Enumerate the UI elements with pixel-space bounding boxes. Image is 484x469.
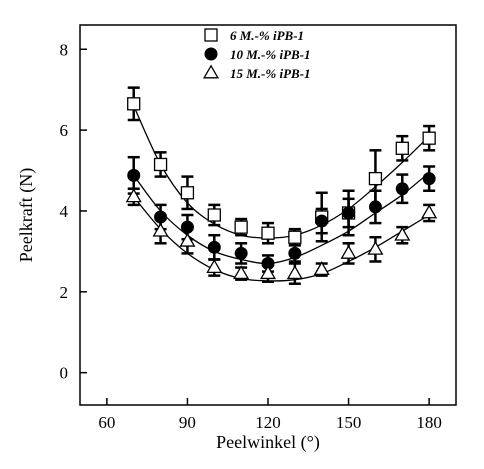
data-point xyxy=(259,265,277,280)
data-point xyxy=(233,265,250,280)
legend-label: 6 M.-% iPB-1 xyxy=(230,28,304,43)
y-tick-label: 4 xyxy=(60,202,69,221)
legend: 6 M.-% iPB-1 10 M.-% iPB-1 15 M.-% iPB-1 xyxy=(202,28,311,81)
x-tick-label: 60 xyxy=(98,413,115,432)
data-point xyxy=(368,171,383,186)
data-point xyxy=(422,172,436,186)
x-tick-label: 120 xyxy=(255,413,281,432)
legend-marker xyxy=(204,47,218,61)
data-point xyxy=(394,226,411,241)
data-point xyxy=(234,220,248,234)
data-point xyxy=(422,131,436,145)
data-point xyxy=(395,141,409,155)
data-point xyxy=(125,188,142,203)
y-axis-label: Peelkraft (N) xyxy=(16,168,37,262)
data-point xyxy=(207,208,221,222)
data-point xyxy=(288,246,302,260)
legend-marker xyxy=(204,28,218,42)
data-point xyxy=(207,240,221,254)
data-point xyxy=(340,244,357,259)
x-tick-label: 150 xyxy=(336,413,362,432)
data-point xyxy=(179,232,196,247)
data-point xyxy=(368,200,382,214)
data-point xyxy=(154,210,168,224)
trend-lines xyxy=(133,105,430,282)
data-point xyxy=(286,265,303,280)
data-point xyxy=(127,97,141,111)
data-point xyxy=(180,220,194,234)
y-tick-label: 6 xyxy=(60,121,69,140)
plot-frame xyxy=(79,24,457,406)
data-point xyxy=(152,222,169,237)
data-point xyxy=(153,157,168,172)
y-tick-label: 0 xyxy=(60,364,69,383)
data-point xyxy=(421,204,438,219)
data-point xyxy=(342,206,356,220)
legend-label: 10 M.-% iPB-1 xyxy=(230,47,311,62)
data-point xyxy=(234,246,248,260)
legend-label: 15 M.-% iPB-1 xyxy=(230,66,311,81)
data-point xyxy=(367,240,384,255)
fit-line xyxy=(133,172,430,265)
data-point xyxy=(206,259,223,274)
axis-ticks: 60 90 120 150 180 0 2 4 6 8 xyxy=(60,40,442,432)
data-point xyxy=(127,168,141,182)
data-markers xyxy=(125,97,438,280)
y-tick-label: 8 xyxy=(60,40,69,59)
x-tick-label: 90 xyxy=(179,413,196,432)
data-point xyxy=(261,226,275,240)
x-axis-label: Peelwinkel (°) xyxy=(216,432,320,453)
data-point xyxy=(180,186,195,200)
x-tick-label: 180 xyxy=(416,413,442,432)
data-point xyxy=(315,214,329,228)
y-tick-label: 2 xyxy=(60,283,69,302)
data-point xyxy=(313,261,330,276)
fit-line xyxy=(133,196,430,282)
fit-line xyxy=(133,105,430,239)
legend-marker xyxy=(202,64,220,79)
data-point xyxy=(288,230,302,244)
data-point xyxy=(395,182,409,196)
